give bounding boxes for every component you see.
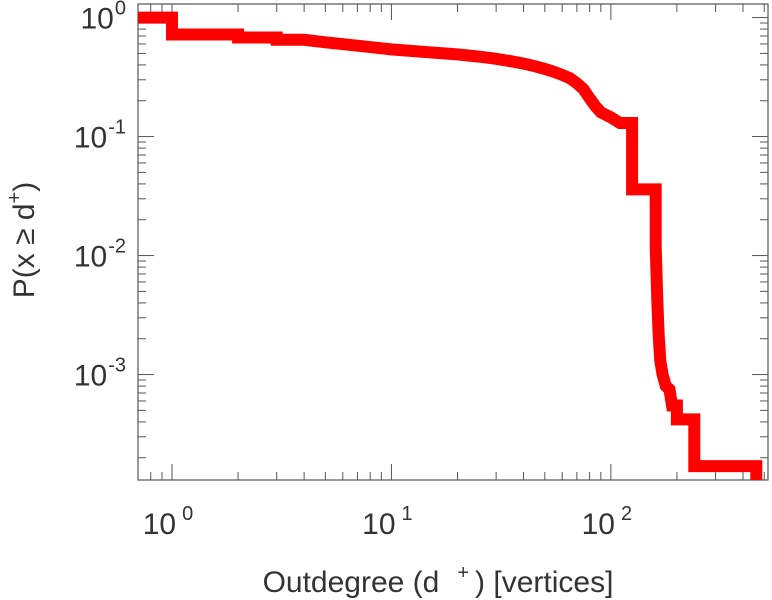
y-tick-label: 10-1: [74, 117, 126, 155]
x-axis-title-tail: ) [vertices]: [475, 566, 613, 599]
y-axis-title-sup: +: [4, 192, 26, 204]
x-tick-label-exp: 2: [621, 503, 632, 525]
plot-frame: [137, 3, 769, 481]
x-tick-label-base: 10: [582, 508, 615, 541]
tick-marks: [137, 4, 768, 480]
x-tick-label-base: 10: [362, 508, 395, 541]
x-axis-title-base: Outdegree (d: [263, 566, 440, 599]
y-tick-label-base: 10: [81, 3, 114, 36]
y-tick-label-base: 10: [74, 122, 107, 155]
y-axis-title: P(x ≥ d+): [4, 182, 41, 299]
y-axis-title-base: P(x ≥ d: [8, 203, 41, 298]
y-tick-label-exp: -1: [108, 117, 126, 139]
x-tick-label: 10 2: [582, 503, 633, 541]
x-axis-title: Outdegree (d + ) [vertices]: [263, 562, 614, 599]
x-tick-label-exp: 1: [402, 503, 413, 525]
x-tick-label-exp: 0: [182, 503, 193, 525]
y-tick-label: 10-2: [74, 236, 126, 274]
x-tick-label: 10 1: [362, 503, 413, 541]
y-tick-label-exp: 0: [115, 0, 126, 20]
ccdf-series-line: [138, 11, 763, 480]
y-tick-label-base: 10: [74, 241, 107, 274]
y-tick-label: 10-3: [74, 355, 126, 393]
x-tick-label-base: 10: [143, 508, 176, 541]
y-axis-title-tail: ): [8, 182, 41, 192]
y-tick-label-exp: -2: [108, 236, 126, 258]
y-tick-label: 100: [81, 0, 127, 36]
y-tick-label-exp: -3: [108, 355, 126, 377]
x-tick-label: 10 0: [143, 503, 194, 541]
x-axis-title-sup: +: [457, 562, 469, 584]
series-layer: [138, 11, 763, 480]
y-tick-label-base: 10: [74, 360, 107, 393]
